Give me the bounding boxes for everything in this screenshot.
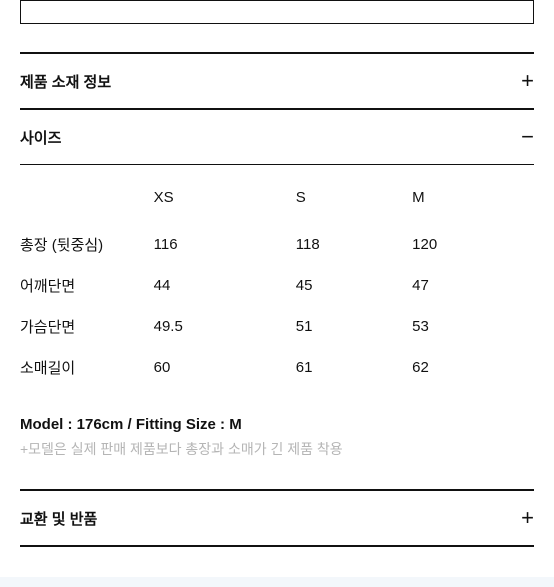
table-cell: 44 <box>154 265 296 306</box>
table-cell: 61 <box>296 347 412 388</box>
section-exchange-header[interactable]: 교환 및 반품 + <box>20 491 534 545</box>
model-info: Model : 176cm / Fitting Size : M <box>20 416 534 433</box>
section-size-body: XS S M 총장 (뒷중심) 116 118 120 어깨단면 44 45 4… <box>20 164 534 489</box>
table-row: 어깨단면 44 45 47 <box>20 265 534 306</box>
table-cell: 60 <box>154 347 296 388</box>
table-row: 총장 (뒷중심) 116 118 120 <box>20 224 534 265</box>
table-cell: 45 <box>296 265 412 306</box>
table-cell: 62 <box>412 347 534 388</box>
table-cell: 118 <box>296 224 412 265</box>
section-material-title: 제품 소재 정보 <box>20 71 111 92</box>
table-cell: 120 <box>412 224 534 265</box>
footer-band <box>0 577 554 587</box>
table-header: M <box>412 189 534 224</box>
table-cell: 총장 (뒷중심) <box>20 224 154 265</box>
section-material: 제품 소재 정보 + <box>20 52 534 108</box>
table-cell: 47 <box>412 265 534 306</box>
table-cell: 가슴단면 <box>20 306 154 347</box>
table-header <box>20 189 154 224</box>
size-table: XS S M 총장 (뒷중심) 116 118 120 어깨단면 44 45 4… <box>20 189 534 388</box>
plus-icon: + <box>521 70 534 92</box>
model-note: +모델은 실제 판매 제품보다 총장과 소매가 긴 제품 착용 <box>20 439 534 459</box>
table-header: XS <box>154 189 296 224</box>
table-cell: 49.5 <box>154 306 296 347</box>
table-header-row: XS S M <box>20 189 534 224</box>
table-cell: 51 <box>296 306 412 347</box>
section-material-header[interactable]: 제품 소재 정보 + <box>20 54 534 108</box>
table-cell: 어깨단면 <box>20 265 154 306</box>
section-size: 사이즈 − XS S M 총장 (뒷중심) 116 118 120 <box>20 108 534 489</box>
table-cell: 53 <box>412 306 534 347</box>
table-row: 가슴단면 49.5 51 53 <box>20 306 534 347</box>
footer-space <box>20 547 534 577</box>
section-size-title: 사이즈 <box>20 127 61 148</box>
section-size-header[interactable]: 사이즈 − <box>20 110 534 164</box>
table-cell: 소매길이 <box>20 347 154 388</box>
section-exchange: 교환 및 반품 + <box>20 489 534 545</box>
table-row: 소매길이 60 61 62 <box>20 347 534 388</box>
table-header: S <box>296 189 412 224</box>
plus-icon: + <box>521 507 534 529</box>
section-exchange-title: 교환 및 반품 <box>20 508 97 529</box>
table-cell: 116 <box>154 224 296 265</box>
top-divider-box <box>20 0 534 24</box>
minus-icon: − <box>521 126 534 148</box>
